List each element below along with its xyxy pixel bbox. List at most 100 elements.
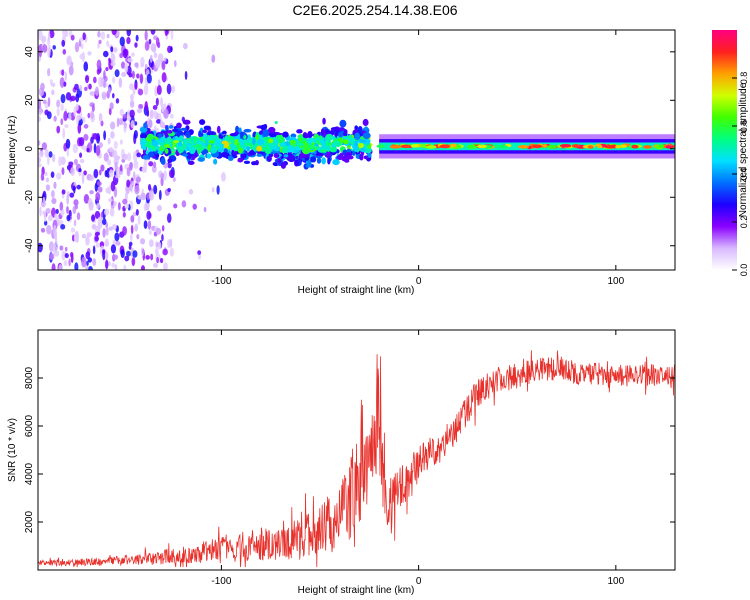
spectrogram-blob (96, 68, 101, 75)
spectrogram-blob (105, 259, 109, 270)
spectrogram-blob (97, 42, 100, 49)
spectrogram-blob (199, 146, 205, 151)
spectrogram-blob (364, 126, 368, 130)
spectrogram-blob (86, 260, 89, 266)
spectrogram-blob (143, 84, 149, 96)
spectrogram-blob (232, 151, 240, 155)
spectrogram-blob (342, 154, 349, 161)
spectrogram-blob (103, 152, 109, 162)
spectrogram-blob (362, 118, 369, 127)
spectrogram-xtick-label: 100 (607, 276, 624, 287)
spectrogram-blob (96, 181, 102, 186)
spectrogram-blob (161, 60, 166, 71)
spectrogram-blob (118, 77, 123, 88)
spectrogram-blob (264, 147, 272, 155)
spectrogram-blob (83, 133, 89, 141)
spectrogram-blob (197, 157, 205, 162)
spectrogram-blob (172, 176, 176, 183)
spectrogram-blob (309, 144, 315, 149)
spectrogram-ytick-label: 20 (24, 94, 35, 106)
spectrogram-blob (119, 164, 123, 172)
spectrogram-blob (211, 186, 215, 193)
spectrogram-blob (159, 146, 163, 152)
spectrogram-blob (79, 84, 83, 92)
spectrogram-blob (38, 115, 42, 123)
spectrogram-blob (571, 144, 581, 148)
spectrogram-blob (136, 233, 140, 240)
spectrogram-blob (148, 229, 152, 236)
spectrogram-blob (93, 143, 97, 154)
spectrogram-blob (243, 128, 252, 133)
spectrogram-blob (38, 140, 41, 146)
spectrogram-blob (51, 190, 55, 199)
spectrogram-blob (329, 146, 337, 153)
spectrogram-blob (98, 39, 102, 45)
spectrogram-blob (360, 147, 366, 153)
spectrogram-blob (42, 196, 46, 204)
spectrogram-blob (124, 255, 130, 262)
spectrogram-blob (262, 129, 270, 137)
spectrogram-blob (88, 201, 94, 211)
spectrogram-blob (252, 137, 256, 146)
spectrogram-blob (111, 223, 117, 230)
spectrogram-blob (169, 247, 175, 257)
spectrogram-blob (96, 59, 102, 70)
spectrogram-blob (159, 257, 164, 264)
spectrogram-blob (128, 241, 133, 247)
spectrogram-blob (236, 141, 241, 150)
spectrogram-blob (105, 187, 110, 194)
spectrogram-blob (167, 130, 173, 134)
spectrogram-blob (102, 228, 106, 238)
spectrogram-blob (70, 61, 74, 67)
spectrogram-blob (143, 159, 148, 166)
spectrogram-blob (263, 136, 271, 141)
spectrogram-blob (188, 188, 194, 195)
spectrogram-blob (439, 144, 451, 149)
spectrogram-blob (268, 138, 274, 144)
colorbar (712, 30, 737, 270)
spectrogram-blob (87, 112, 91, 119)
spectrogram-ylabel: Frequency (Hz) (7, 116, 18, 185)
spectrogram-blob (70, 95, 76, 102)
spectrogram-blob (131, 257, 136, 267)
spectrogram-blob (136, 73, 140, 79)
spectrogram-blob (98, 142, 103, 148)
spectrogram-blob (61, 69, 65, 76)
spectrogram-xlabel: Height of straight line (km) (298, 285, 415, 296)
spectrogram-blob (56, 172, 62, 180)
spectrogram-blob (45, 184, 51, 191)
spectrogram-blob (75, 93, 80, 103)
spectrogram-blob (213, 158, 218, 165)
spectrogram-blob (66, 205, 69, 214)
spectrogram-blob (244, 142, 248, 147)
spectrogram-blob (597, 144, 603, 149)
spectrogram-blob (350, 137, 354, 144)
spectrogram-blob (167, 158, 173, 164)
spectrogram-blob (141, 166, 146, 173)
spectrogram-blob (126, 152, 132, 162)
spectrogram-blob (255, 160, 259, 166)
spectrogram-blob (343, 139, 349, 145)
spectrogram-blob (98, 169, 102, 176)
spectrogram-blob (122, 114, 127, 119)
spectrogram-blob (38, 49, 42, 58)
spectrogram-blob (97, 186, 103, 193)
spectrogram-blob (122, 211, 126, 218)
spectrogram-blob (302, 133, 310, 139)
spectrogram-blob (111, 76, 116, 84)
spectrogram-blob (64, 71, 68, 82)
spectrogram-blob (162, 248, 168, 256)
spectrogram-blob (115, 240, 121, 246)
spectrogram-blob (218, 134, 222, 139)
spectrogram-blob (665, 145, 674, 149)
spectrogram-blob (110, 131, 115, 139)
spectrogram-blob (295, 155, 299, 160)
spectrogram-blob (56, 125, 61, 134)
spectrogram-blob (542, 144, 548, 148)
spectrogram-blob (330, 126, 339, 131)
spectrogram-blob (84, 86, 88, 92)
spectrogram-blob (132, 171, 136, 181)
spectrogram-blob (92, 258, 97, 266)
spectrogram-blob (47, 31, 51, 42)
spectrogram-blob (111, 93, 115, 99)
